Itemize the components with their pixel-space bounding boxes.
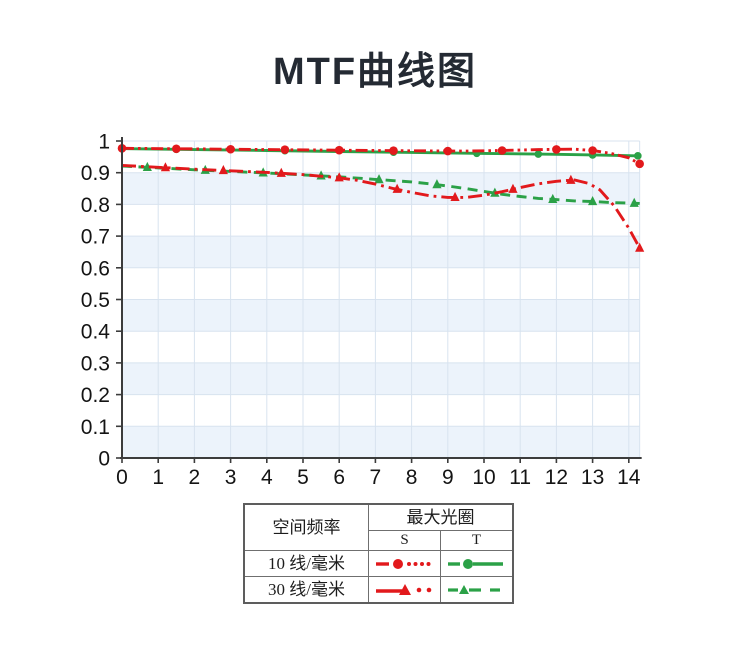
plot-band <box>122 426 640 458</box>
page-title: MTF曲线图 <box>272 51 478 93</box>
y-tick-label: 0.5 <box>81 289 110 312</box>
legend-subheader-s: S <box>368 530 441 551</box>
x-tick-label: 5 <box>297 466 309 489</box>
x-tick-label: 3 <box>225 466 237 489</box>
legend-row-10-lines: 10 线/毫米 <box>243 550 514 577</box>
series-30T <box>121 161 640 207</box>
legend-row-30-lines: 30 线/毫米 <box>243 576 514 604</box>
y-tick-label: 1 <box>98 131 110 154</box>
x-tick-label: 13 <box>581 466 604 489</box>
y-tick-label: 0.3 <box>81 352 110 375</box>
legend-symbol-30-s-icon <box>368 576 441 604</box>
y-tick-label: 0 <box>98 448 110 471</box>
x-tick-label: 10 <box>472 466 495 489</box>
plot-band <box>122 236 640 268</box>
series-10S <box>117 143 644 169</box>
x-tick-label: 12 <box>545 466 568 489</box>
legend-table: 空间频率 最大光圈 S T 10 线/毫米 <box>243 503 514 604</box>
x-tick-label: 1 <box>152 466 164 489</box>
x-tick-label: 2 <box>189 466 201 489</box>
x-tick-label: 9 <box>442 466 454 489</box>
legend-subheader-t: T <box>440 530 514 551</box>
legend-label-30-lines: 30 线/毫米 <box>243 576 369 604</box>
y-tick-label: 0.2 <box>81 384 110 407</box>
legend-header-spatial-frequency: 空间频率 <box>243 503 369 551</box>
x-tick-label: 7 <box>370 466 382 489</box>
x-tick-label: 0 <box>116 466 128 489</box>
legend-symbol-10-t-icon <box>440 550 514 577</box>
x-tick-label: 8 <box>406 466 418 489</box>
series-10T <box>121 145 642 160</box>
legend-symbol-30-t-icon <box>440 576 514 604</box>
y-tick-label: 0.9 <box>81 162 110 185</box>
x-tick-label: 4 <box>261 466 273 489</box>
y-tick-label: 0.8 <box>81 194 110 217</box>
y-tick-label: 0.7 <box>81 226 110 249</box>
mtf-line-chart: 00.10.20.30.40.50.60.70.80.910 1 2 3 4 5 6 7 8 9 1… <box>81 131 645 489</box>
legend-header-max-aperture: 最大光圈 <box>368 503 514 531</box>
plot-band <box>122 172 640 205</box>
legend-label-10-lines: 10 线/毫米 <box>243 550 369 577</box>
series-30S <box>121 162 645 252</box>
y-tick-label: 0.4 <box>81 321 111 344</box>
x-tick-label: 6 <box>333 466 345 489</box>
y-tick-label: 0.6 <box>81 257 110 280</box>
x-tick-label: 11 <box>509 466 531 489</box>
x-tick-label: 14 <box>617 466 641 489</box>
plot-band <box>122 362 640 395</box>
plot-band <box>122 299 640 332</box>
legend-symbol-10-s-icon <box>368 550 441 577</box>
y-tick-label: 0.1 <box>81 416 110 439</box>
